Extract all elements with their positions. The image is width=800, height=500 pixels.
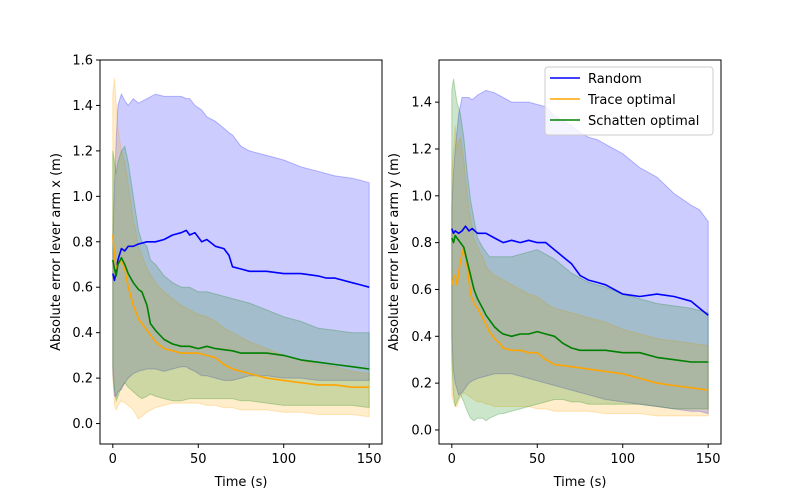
legend: Random Trace optimal Schatten optimal: [544, 66, 714, 136]
right-x-tick-label: 100: [610, 452, 635, 467]
left-y-tick-label: 1.2: [72, 144, 93, 159]
right-x-ticks: 0 50 100 150: [448, 444, 721, 467]
right-axes-frame: [438, 59, 722, 445]
legend-frame: [544, 66, 714, 136]
left-confidence-bands: [112, 78, 370, 420]
right-y-tick-label: 0.6: [411, 283, 432, 298]
left-y-ticks: 0.0 0.2 0.4 0.6 0.8 1.0 1.2 1.4 1.6: [72, 54, 100, 432]
right-band-random: [451, 89, 709, 415]
right-y-tick-label: 0.2: [411, 377, 432, 392]
legend-label-random: Random: [588, 72, 642, 87]
left-subplot: 0 50 100 150 0.0 0.2 0.4 0.6 0.8 1.0 1.2 1.4 1.6 Ti…: [49, 54, 383, 490]
right-subplot: 0 50 100 150 0.0 0.2 0.4 0.6 0.8 1.0 1.2 1.4 Time …: [387, 59, 722, 490]
left-line-random: [112, 229, 370, 288]
left-y-axis-label: Absolute error lever arm x (m): [49, 153, 64, 351]
right-y-tick-label: 0.8: [411, 236, 432, 251]
right-line-schatten-optimal: [451, 234, 709, 363]
left-y-tick-label: 0.6: [72, 281, 93, 296]
left-band-random: [112, 92, 370, 397]
left-x-axis-label: Time (s): [214, 475, 268, 490]
left-x-tick-label: 100: [271, 452, 296, 467]
right-x-axis-label: Time (s): [553, 475, 607, 490]
right-y-tick-label: 0.4: [411, 330, 432, 345]
left-y-tick-label: 0.4: [72, 326, 93, 341]
right-y-tick-label: 1.4: [411, 96, 432, 111]
left-plot-area: [100, 60, 382, 444]
left-y-tick-label: 0.0: [72, 417, 93, 432]
right-y-tick-label: 1.2: [411, 142, 432, 157]
legend-label-schatten-optimal: Schatten optimal: [588, 114, 699, 129]
left-line-schatten-optimal: [112, 256, 370, 370]
left-x-tick-label: 0: [109, 452, 117, 467]
left-y-tick-label: 1.0: [72, 190, 93, 205]
right-y-tick-label: 1.0: [411, 189, 432, 204]
left-x-tick-label: 150: [357, 452, 382, 467]
right-x-tick-label: 0: [448, 452, 456, 467]
right-y-axis-label: Absolute error lever arm y (m): [387, 153, 402, 351]
legend-label-trace-optimal: Trace optimal: [587, 93, 676, 108]
left-y-tick-label: 1.6: [72, 54, 93, 69]
right-x-tick-label: 150: [696, 452, 721, 467]
right-line-random: [451, 225, 709, 316]
right-y-tick-label: 0.0: [411, 423, 432, 438]
right-band-trace-optimal: [451, 125, 709, 417]
left-x-ticks: 0 50 100 150: [109, 444, 382, 467]
left-line-trace-optimal: [112, 234, 370, 389]
left-y-tick-label: 0.2: [72, 372, 93, 387]
left-y-tick-label: 1.4: [72, 99, 93, 114]
left-axes-frame: [99, 59, 383, 445]
right-series-lines: [451, 225, 709, 391]
left-y-tick-label: 0.8: [72, 235, 93, 250]
left-series-lines: [112, 229, 370, 389]
right-y-ticks: 0.0 0.2 0.4 0.6 0.8 1.0 1.2 1.4: [411, 96, 439, 438]
left-band-schatten-optimal: [112, 145, 370, 409]
left-x-tick-label: 50: [190, 452, 207, 467]
right-x-tick-label: 50: [529, 452, 546, 467]
left-band-trace-optimal: [112, 78, 370, 420]
